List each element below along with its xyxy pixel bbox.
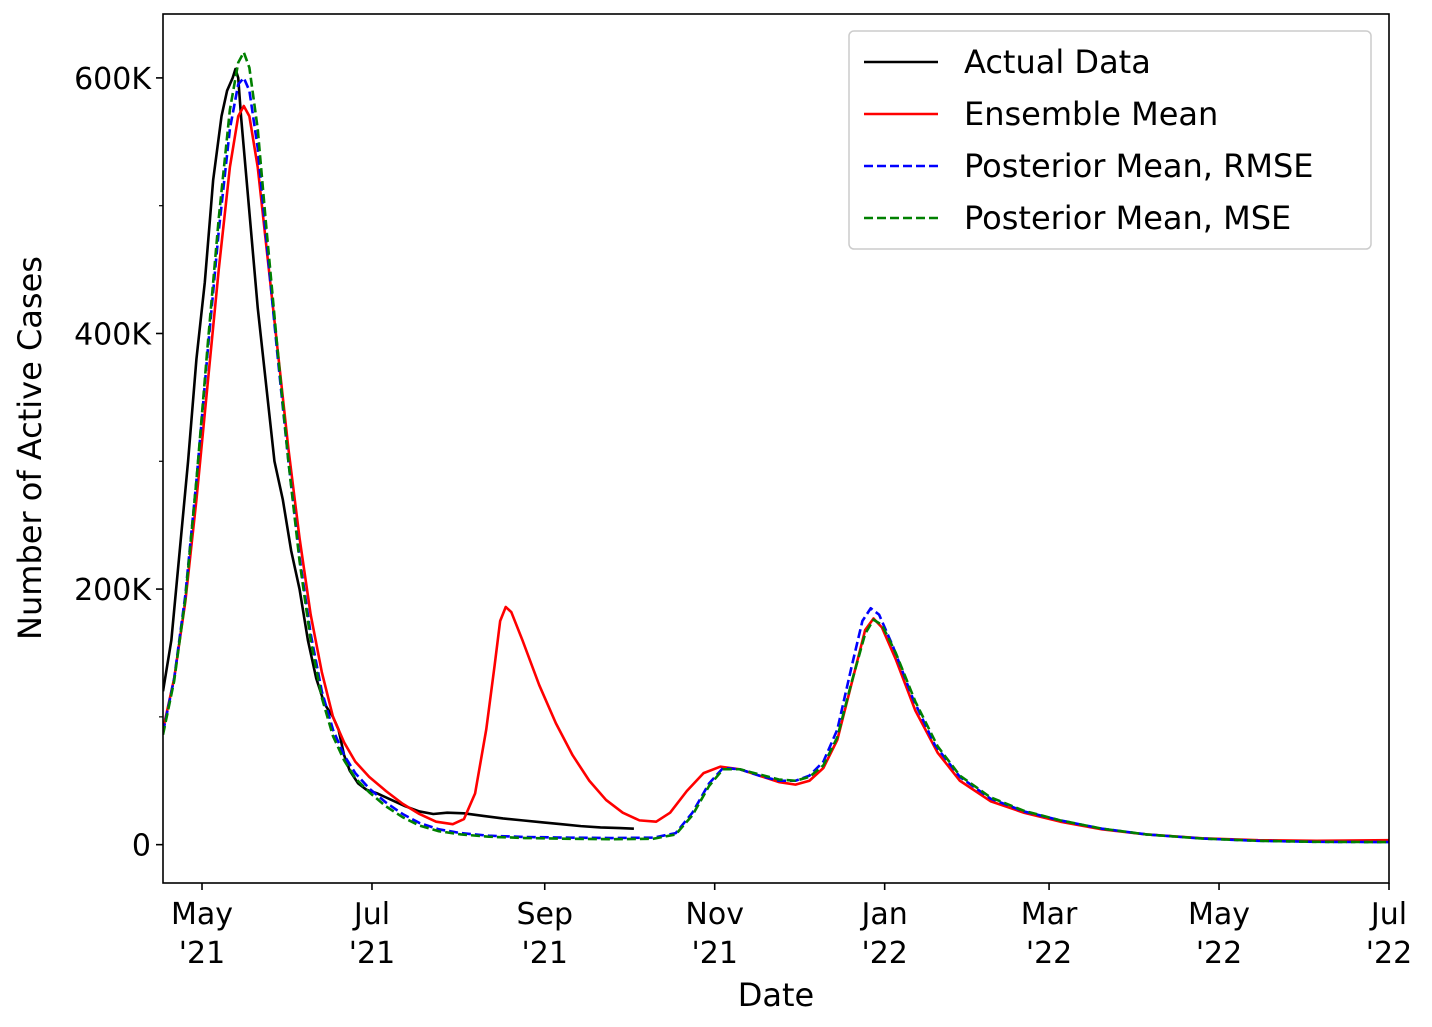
x-tick-label-year: '22 [861,936,907,971]
legend-label-1: Actual Data [964,43,1151,81]
x-tick-label-month: Sep [516,897,573,932]
series-layer [163,51,1389,844]
x-tick-label-year: '22 [1026,936,1072,971]
legend-label-2: Ensemble Mean [964,95,1218,133]
legend-label-4: Posterior Mean, MSE [964,199,1291,237]
y-tick-label: 400K [74,317,152,352]
legend-frame [848,30,1372,250]
y-tick-label: 0 [132,829,151,864]
x-axis-label: Date [738,976,814,1014]
x-tick-label-month: May [1188,897,1250,932]
x-tick-label-month: Nov [685,897,744,932]
legend: Actual Data Ensemble Mean Posterior Mean, … [848,30,1372,250]
legend-label-3: Posterior Mean, RMSE [964,147,1314,185]
y-tick-label: 200K [74,573,152,608]
y-tick-label: 600K [74,62,152,97]
x-tick-label-month: Mar [1021,897,1078,932]
x-tick-label-month: Jul [1369,897,1407,932]
x-tick-label-month: May [171,897,233,932]
plot-area-frame [162,13,1390,884]
x-axis: May '21 Jul '21 Sep '21 Nov '21 Jan '22 Mar '22 May '… [171,883,1412,971]
series-line-2 [163,104,1389,843]
series-line-4 [163,51,1389,844]
series-line-3 [163,76,1389,844]
x-tick-label-year: '21 [179,936,225,971]
x-tick-label-year: '22 [1366,936,1412,971]
y-axis: 0 200K 400K 600K [74,62,163,864]
x-tick-label-year: '22 [1196,936,1242,971]
x-tick-label-month: Jul [352,897,390,932]
x-tick-label-year: '21 [691,936,737,971]
x-tick-label-month: Jan [860,897,908,932]
x-tick-label-year: '21 [349,936,395,971]
x-tick-label-year: '21 [522,936,568,971]
y-axis-label: Number of Active Cases [11,256,49,640]
